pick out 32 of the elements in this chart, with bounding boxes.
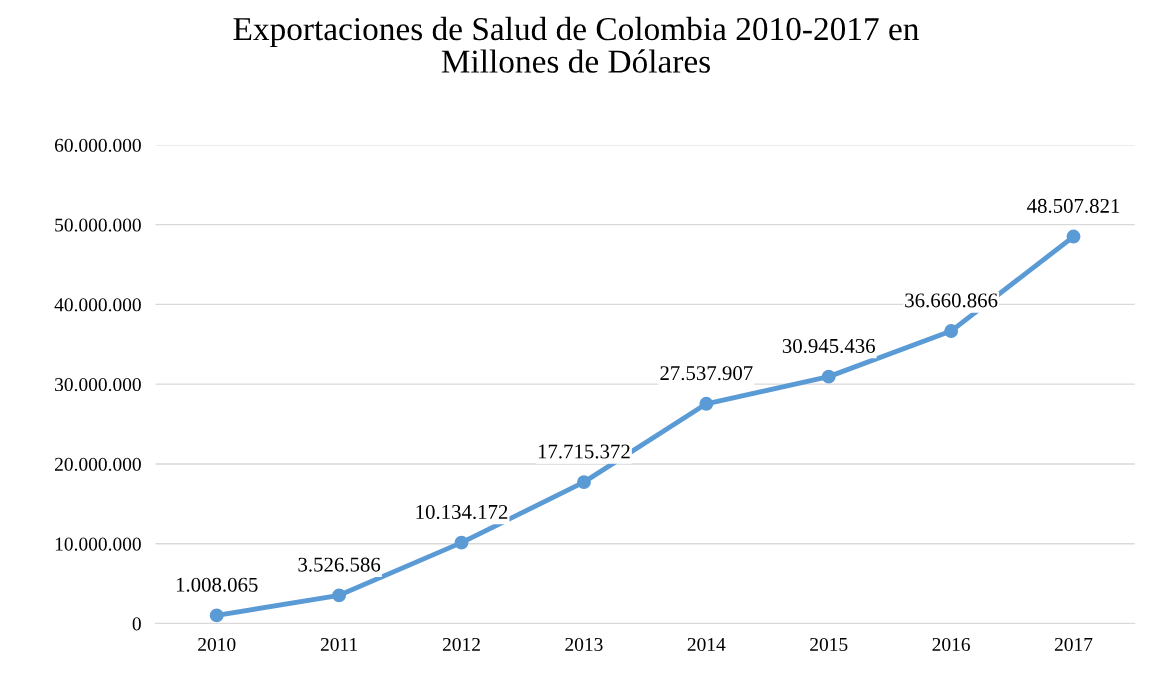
y-tick-label: 30.000.000 <box>55 378 141 392</box>
x-tick-label: 2013 <box>565 637 603 652</box>
data-label: 27.537.907 <box>660 366 753 381</box>
point <box>209 608 224 623</box>
point <box>1066 229 1081 244</box>
x-tick-label: 2012 <box>442 637 480 652</box>
point <box>454 535 469 550</box>
y-tick-label: 40.000.000 <box>54 298 141 312</box>
point <box>944 324 959 339</box>
x-tick-label: 2015 <box>810 637 848 652</box>
y-tick-label: 60.000.000 <box>54 138 141 152</box>
y-tick-label: 0 <box>132 617 141 631</box>
chart-title: Exportaciones de Salud de Colombia 2010-2017 en Millones de Dólares <box>233 16 919 73</box>
x-tick-label: 2010 <box>198 637 236 652</box>
point <box>576 475 591 490</box>
point <box>821 369 836 384</box>
point <box>332 588 347 603</box>
data-label: 17.715.372 <box>538 444 630 459</box>
data-label: 10.134.172 <box>416 504 508 520</box>
x-tick-label: 2011 <box>320 637 358 652</box>
data-label: 1.008.065 <box>176 577 258 592</box>
x-tick-label: 2016 <box>932 637 970 652</box>
x-tick-label: 2017 <box>1054 637 1093 652</box>
y-tick-label: 20.000.000 <box>54 457 141 471</box>
x-tick-label: 2014 <box>687 637 726 652</box>
y-tick-label: 50.000.000 <box>55 218 141 232</box>
data-label: 3.526.586 <box>298 557 381 572</box>
point <box>699 396 714 411</box>
data-label: 30.945.436 <box>782 338 875 354</box>
data-label: 48.507.821 <box>1027 198 1120 213</box>
data-label: 36.660.866 <box>905 293 998 308</box>
y-tick-label: 10.000.000 <box>55 537 141 551</box>
